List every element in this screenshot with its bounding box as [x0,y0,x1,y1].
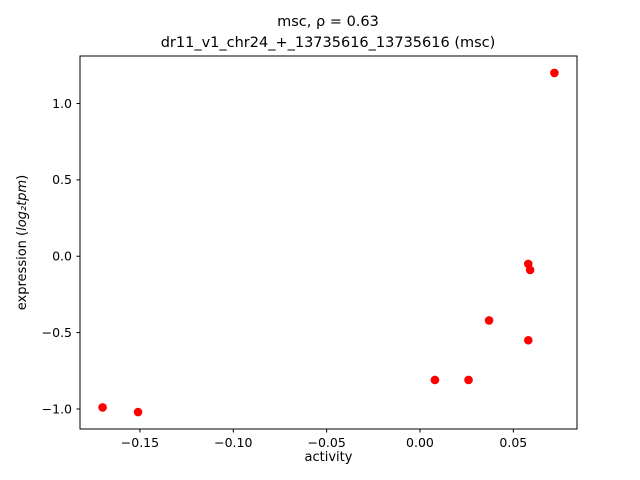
data-point [430,375,440,385]
data-point [133,407,143,417]
y-axis-label: expression (log₂tpm) [15,175,30,310]
x-tick-label: 0.00 [406,435,434,450]
data-point [464,375,473,385]
plot-frame [79,55,578,430]
y-tick-label: 0.5 [52,172,72,187]
x-axis-label: activity [305,450,353,465]
y-tick-label: −0.5 [42,325,72,340]
data-point [525,265,535,275]
y-axis-label-math: log₂tpm [15,180,30,231]
data-points [98,68,559,417]
x-tick-label: −0.10 [214,435,252,450]
x-tick-label: −0.05 [307,435,345,450]
data-point [550,68,559,78]
data-point [523,335,533,345]
y-axis-ticks: −1.0 −0.5 0.0 0.5 1.0 [42,96,80,416]
data-point [484,316,494,325]
y-tick-label: −1.0 [42,401,72,416]
x-axis-ticks: −0.15 −0.10 −0.05 0.00 0.05 [121,429,527,450]
y-tick-label: 1.0 [52,96,72,111]
x-tick-label: 0.05 [499,435,527,450]
chart-subtitle: dr11_v1_chr24_+_13735616_13735616 (msc) [161,35,496,51]
chart-title: msc, ρ = 0.63 [277,14,379,30]
y-axis-label-suffix: ) [15,175,30,180]
y-axis-label-prefix: expression ( [15,231,30,310]
y-tick-label: 0.0 [52,249,72,264]
x-tick-label: −0.15 [121,435,159,450]
data-point [98,403,107,412]
